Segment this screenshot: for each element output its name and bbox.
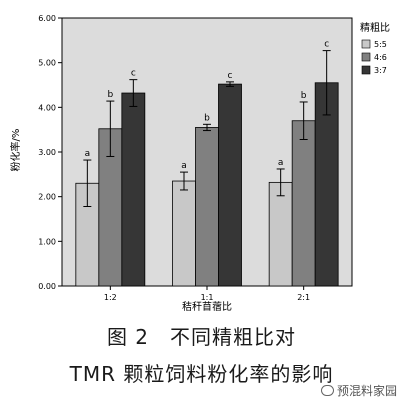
figure-caption-line2: TMR 颗粒饲料粉化率的影响 [69, 362, 334, 386]
legend-swatch [361, 52, 371, 62]
legend: 精粗比 5:5 4:6 3:7 [360, 21, 390, 75]
significance-label: a [278, 158, 284, 168]
y-tick-label: 1.00 [38, 237, 56, 246]
significance-label: c [228, 71, 233, 81]
x-tick-label: 1:2 [104, 293, 117, 302]
bars [75, 82, 339, 287]
bar [268, 181, 293, 287]
wechat-icon [320, 385, 334, 396]
y-tick-label: 4.00 [38, 103, 56, 112]
watermark-text: 预混料家园 [336, 384, 397, 398]
y-tick-label: 6.00 [38, 14, 56, 23]
significance-label: a [181, 161, 187, 171]
bar [218, 83, 242, 287]
bar [121, 92, 146, 287]
legend-label: 4:6 [374, 53, 387, 62]
watermark: 预混料家园 [320, 382, 397, 399]
significance-labels: a b c a b c a b c [85, 40, 330, 171]
significance-label: b [107, 90, 113, 100]
y-tick-label: 5.00 [38, 59, 56, 68]
legend-label: 3:7 [374, 66, 387, 75]
legend-swatch [361, 39, 371, 49]
significance-label: b [301, 91, 307, 101]
bar [172, 180, 196, 287]
bar [291, 120, 316, 287]
legend-title: 精粗比 [360, 21, 390, 34]
y-tick-label: 3.00 [38, 148, 56, 157]
x-tick-label: 2:1 [297, 293, 310, 302]
y-axis: 0.00 1.00 2.00 3.00 4.00 5.00 6.00 [38, 14, 62, 291]
significance-label: c [131, 69, 136, 79]
bar [195, 127, 219, 287]
x-axis-label: 秸秆苜蓿比 [182, 300, 232, 313]
error-bars [83, 50, 331, 207]
significance-label: b [204, 113, 210, 123]
legend-label: 5:5 [374, 40, 387, 49]
y-tick-label: 0.00 [38, 282, 56, 291]
y-tick-label: 2.00 [38, 193, 56, 202]
significance-label: c [324, 40, 329, 50]
significance-label: a [85, 149, 91, 159]
x-axis: 1:2 1:1 2:1 [104, 286, 310, 302]
y-axis-label: 粉化率/% [9, 129, 22, 172]
legend-swatch [361, 65, 371, 75]
x-tick-label: 1:1 [201, 293, 214, 302]
figure-caption-line1: 图 2 不同精粗比对 [106, 325, 297, 349]
